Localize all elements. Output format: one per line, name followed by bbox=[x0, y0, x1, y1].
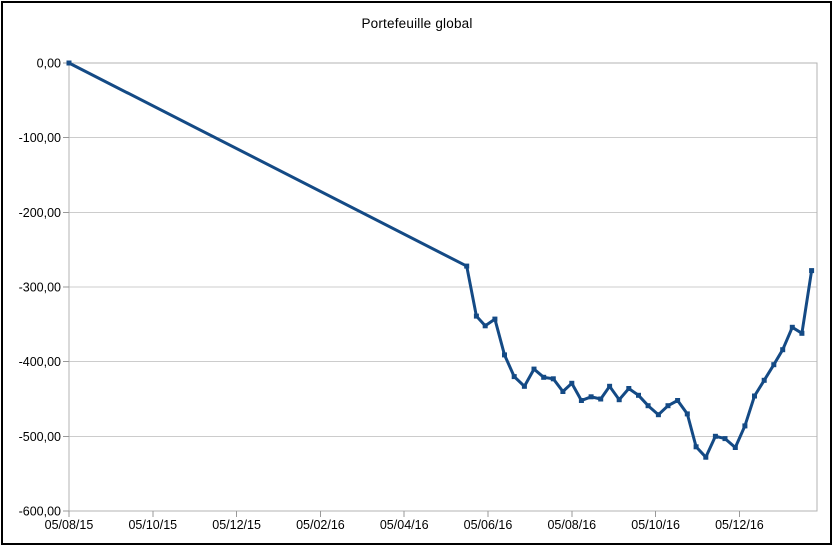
data-point-marker bbox=[511, 374, 517, 380]
data-point-marker bbox=[742, 423, 748, 429]
data-point-marker bbox=[464, 263, 470, 269]
data-point-marker bbox=[703, 454, 709, 460]
data-point-marker bbox=[780, 347, 786, 353]
y-axis-label: -500,00 bbox=[19, 430, 61, 444]
data-point-marker bbox=[732, 445, 738, 450]
chart-title: Portefeuille global bbox=[361, 16, 473, 31]
data-point-marker bbox=[502, 352, 507, 358]
x-axis-label: 05/02/16 bbox=[296, 518, 345, 532]
x-axis-label: 05/12/16 bbox=[715, 518, 764, 532]
data-point-marker bbox=[492, 316, 498, 322]
data-point-marker bbox=[588, 394, 594, 400]
data-point-marker bbox=[598, 396, 604, 402]
data-point-marker bbox=[636, 392, 641, 398]
data-point-marker bbox=[799, 330, 805, 336]
data-point-marker bbox=[66, 60, 72, 66]
data-point-marker bbox=[616, 397, 622, 403]
x-axis-label: 05/10/15 bbox=[128, 518, 177, 532]
data-point-marker bbox=[482, 323, 488, 329]
x-axis-label: 05/08/16 bbox=[547, 518, 596, 532]
data-point-marker bbox=[541, 374, 547, 380]
data-point-marker bbox=[550, 376, 556, 382]
data-point-marker bbox=[752, 393, 757, 399]
x-axis-label: 05/06/16 bbox=[464, 518, 513, 532]
data-point-marker bbox=[560, 389, 566, 394]
y-axis-label: 0,00 bbox=[37, 57, 61, 71]
x-axis-label: 05/04/16 bbox=[380, 518, 429, 532]
data-point-marker bbox=[789, 324, 795, 330]
data-point-marker bbox=[655, 412, 661, 418]
y-axis-label: -200,00 bbox=[19, 206, 61, 220]
data-point-marker bbox=[675, 398, 681, 403]
data-point-marker bbox=[665, 403, 671, 409]
data-point-marker bbox=[771, 362, 777, 368]
x-axis-label: 05/08/15 bbox=[45, 518, 94, 532]
x-axis-label: 05/10/16 bbox=[631, 518, 680, 532]
data-point-marker bbox=[578, 398, 584, 403]
data-point-marker bbox=[693, 444, 699, 450]
data-point-marker bbox=[569, 380, 575, 386]
data-point-marker bbox=[722, 436, 728, 442]
y-axis-label: -100,00 bbox=[19, 131, 61, 145]
data-point-marker bbox=[684, 411, 690, 417]
data-point-marker bbox=[809, 268, 815, 274]
x-axis-label: 05/12/15 bbox=[212, 518, 261, 532]
y-axis-label: -300,00 bbox=[19, 281, 61, 295]
data-point-marker bbox=[521, 383, 527, 389]
data-point-marker bbox=[607, 383, 613, 389]
data-point-marker bbox=[712, 433, 718, 439]
data-point-marker bbox=[761, 377, 767, 383]
data-point-marker bbox=[645, 403, 651, 409]
data-point-marker bbox=[473, 313, 479, 319]
data-point-marker bbox=[531, 366, 537, 372]
y-axis-label: -400,00 bbox=[19, 355, 61, 369]
y-axis-label: -600,00 bbox=[19, 505, 61, 519]
data-point-marker bbox=[626, 386, 632, 391]
